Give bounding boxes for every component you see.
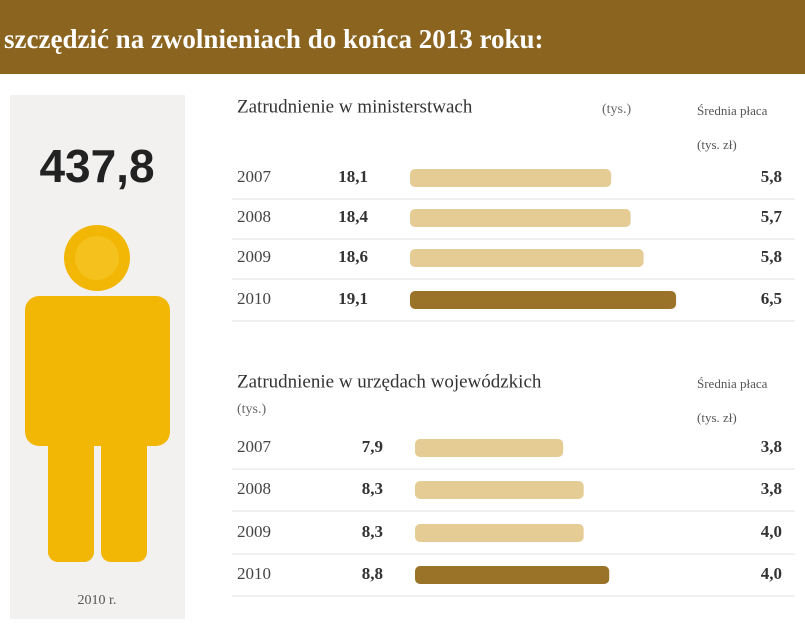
year-label: 2008 <box>237 207 271 226</box>
side-value: 5,8 <box>761 167 782 186</box>
bar <box>415 566 610 584</box>
year-label: 2009 <box>237 522 271 541</box>
person-icon <box>25 225 170 562</box>
header-title: szczędzić na zwolnieniach do końca 2013 … <box>4 24 544 54</box>
side-unit: (tys. zł) <box>697 410 737 425</box>
value-label: 8,8 <box>362 564 383 583</box>
side-value: 3,8 <box>761 479 782 498</box>
total-label: 2010 r. <box>78 593 117 608</box>
chart-title: Zatrudnienie w urzędach wojewódzkich <box>237 371 542 392</box>
bar <box>415 439 564 457</box>
header-band <box>0 0 805 74</box>
year-label: 2007 <box>237 167 272 186</box>
year-label: 2010 <box>237 289 271 308</box>
bar <box>410 249 644 267</box>
year-label: 2008 <box>237 479 271 498</box>
side-unit: (tys. zł) <box>697 137 737 152</box>
bar <box>410 291 677 309</box>
value-label: 7,9 <box>362 437 383 456</box>
bar <box>415 481 584 499</box>
value-label: 18,1 <box>338 167 368 186</box>
side-value: 5,7 <box>761 207 783 226</box>
year-label: 2010 <box>237 564 271 583</box>
bar <box>410 209 631 227</box>
bar <box>415 524 584 542</box>
chart-unit: (tys.) <box>237 402 267 417</box>
value-label: 18,6 <box>338 247 368 266</box>
side-value: 4,0 <box>761 564 782 583</box>
value-label: 19,1 <box>338 289 368 308</box>
side-title: Średnia płaca <box>697 376 768 391</box>
bar <box>410 169 612 187</box>
side-value: 5,8 <box>761 247 782 266</box>
side-title: Średnia płaca <box>697 103 768 118</box>
chart-unit: (tys.) <box>602 102 632 117</box>
value-label: 8,3 <box>362 522 383 541</box>
side-value: 4,0 <box>761 522 782 541</box>
value-label: 18,4 <box>338 207 368 226</box>
year-label: 2009 <box>237 247 271 266</box>
side-value: 6,5 <box>761 289 782 308</box>
side-value: 3,8 <box>761 437 782 456</box>
chart-title: Zatrudnienie w ministerstwach <box>237 96 473 117</box>
value-label: 8,3 <box>362 479 383 498</box>
total-value: 437,8 <box>39 140 154 192</box>
year-label: 2007 <box>237 437 272 456</box>
